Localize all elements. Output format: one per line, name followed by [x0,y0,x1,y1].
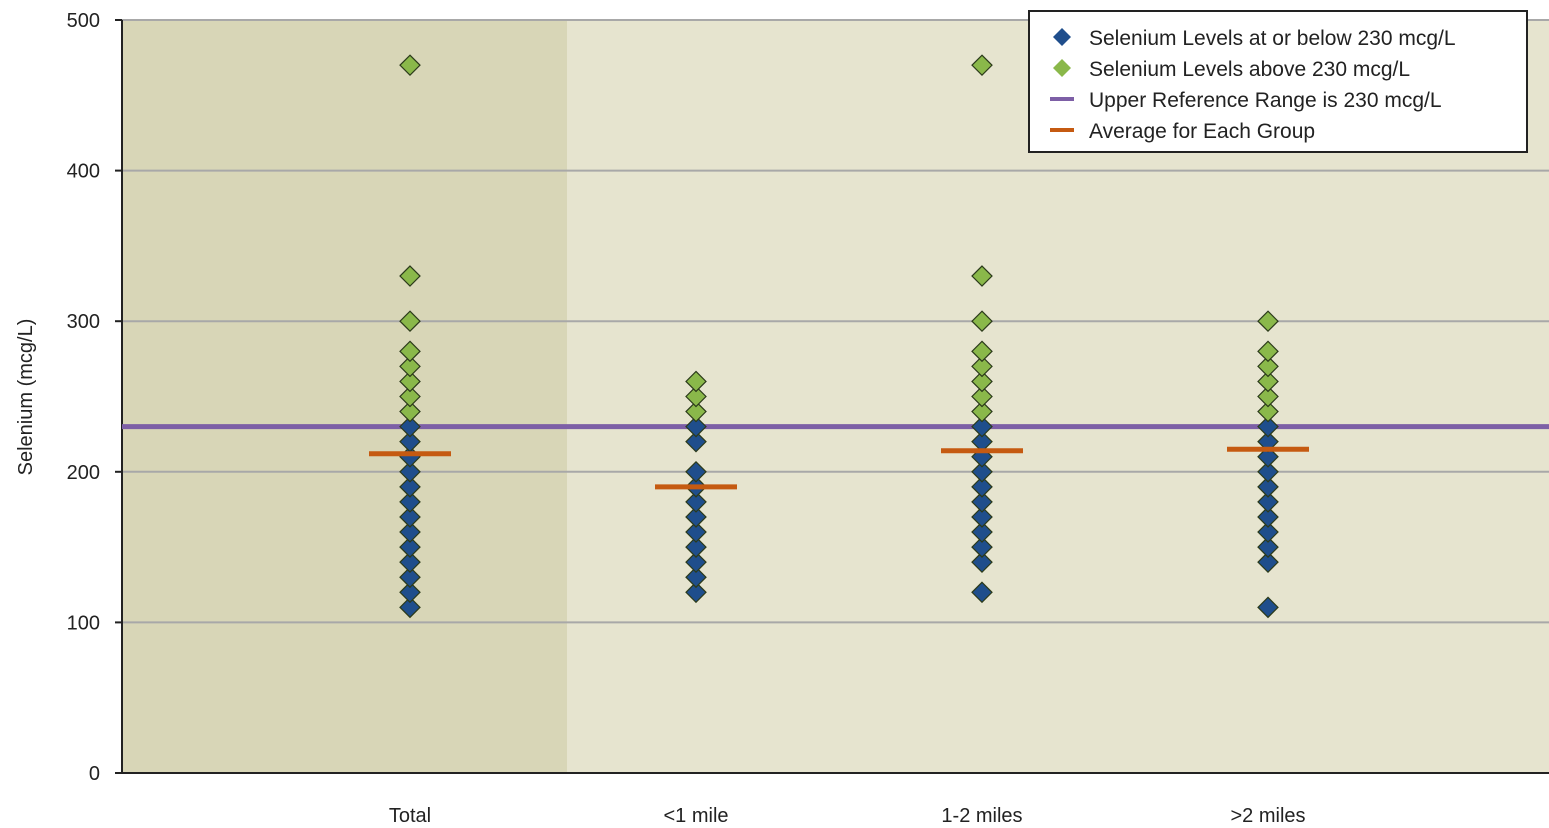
point-at-or-below [399,581,421,604]
point-above [971,400,993,423]
point-above [971,370,993,393]
axes [121,20,1549,774]
x-category-labels: Total <1 mile 1-2 miles >2 miles [389,805,1306,827]
point-at-or-below [399,536,421,558]
point-at-or-below [685,581,707,604]
legend-label: Average for Each Group [1089,120,1315,143]
point-at-or-below [685,551,707,574]
point-above [1257,355,1279,378]
point-above [1257,310,1279,333]
point-at-or-below [971,536,993,558]
point-at-or-below [971,415,993,438]
y-tick-label: 100 [67,612,100,634]
point-at-or-below [1257,445,1279,468]
point-at-or-below [685,521,707,543]
point-at-or-below [971,476,993,498]
point-at-or-below [685,491,707,513]
point-at-or-below [685,506,707,528]
y-tick-label: 200 [67,462,100,484]
point-above [1257,370,1279,393]
point-at-or-below [685,566,707,589]
data-points [399,54,1279,619]
point-at-or-below [971,581,993,604]
point-above [399,340,421,363]
point-at-or-below [685,415,707,438]
legend-label: Selenium Levels above 230 mcg/L [1089,58,1410,81]
point-at-or-below [1257,596,1279,619]
y-axis-title: Selenium (mcg/L) [15,319,37,476]
point-at-or-below [971,551,993,574]
legend-box [1028,10,1528,153]
point-above [399,265,421,287]
point-at-or-below [399,491,421,513]
point-at-or-below [971,506,993,528]
point-at-or-below [1257,476,1279,498]
point-above [399,385,421,408]
point-above [399,54,421,77]
point-above [399,370,421,393]
point-at-or-below [1257,491,1279,513]
point-at-or-below [399,506,421,528]
point-at-or-below [399,566,421,589]
legend-label: Upper Reference Range is 230 mcg/L [1089,89,1442,112]
highlight-band-total [122,20,567,773]
point-at-or-below [971,491,993,513]
point-above [685,385,707,408]
point-above [1257,385,1279,408]
point-at-or-below [685,536,707,558]
point-at-or-below [399,415,421,438]
point-at-or-below [685,460,707,483]
point-above [1257,340,1279,363]
y-tick-label: 400 [67,161,100,183]
x-category-label: >2 miles [1230,805,1305,827]
point-at-or-below [1257,506,1279,528]
y-tick-label: 300 [67,311,100,333]
point-at-or-below [1257,551,1279,574]
point-above [971,265,993,287]
point-above [399,355,421,378]
y-tick-label: 500 [67,10,100,32]
point-above [685,370,707,393]
point-above [685,400,707,423]
point-above [1257,400,1279,423]
legend: Selenium Levels at or below 230 mcg/L Sel… [1028,10,1528,153]
point-at-or-below [399,596,421,619]
point-at-or-below [1257,415,1279,438]
point-above [971,340,993,363]
point-at-or-below [399,521,421,543]
point-above [971,385,993,408]
point-at-or-below [1257,536,1279,558]
y-tick-label: 0 [89,763,100,785]
legend-diamond-swatch [1053,59,1071,77]
point-at-or-below [971,521,993,543]
point-above [971,355,993,378]
point-at-or-below [399,476,421,498]
point-at-or-below [1257,460,1279,483]
legend-diamond-swatch [1053,28,1071,46]
point-at-or-below [399,551,421,574]
point-at-or-below [685,430,707,453]
point-above [399,310,421,333]
gridlines [115,19,1549,774]
average-markers [369,446,1309,490]
legend-label: Selenium Levels at or below 230 mcg/L [1089,27,1456,50]
point-at-or-below [399,460,421,483]
point-at-or-below [1257,521,1279,543]
point-at-or-below [971,460,993,483]
x-category-label: <1 mile [663,805,728,827]
point-above [971,54,993,77]
x-category-label: 1-2 miles [941,805,1022,827]
point-above [399,400,421,423]
x-category-label: Total [389,805,431,827]
y-tick-labels: 0 100 200 300 400 500 [67,10,100,785]
point-above [971,310,993,333]
